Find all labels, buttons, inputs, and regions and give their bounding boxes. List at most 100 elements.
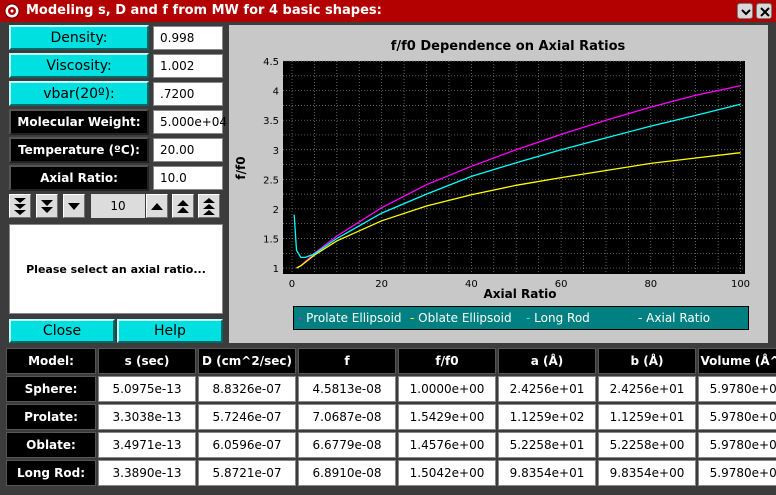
table-header-cell: a (Å)	[498, 348, 596, 374]
decrease-large-button[interactable]	[9, 194, 31, 218]
legend-item-long-rod: - Long Rod	[526, 311, 590, 325]
title-bar[interactable]: Modeling s, D and f from MW for 4 basic …	[0, 0, 776, 22]
table-cell[interactable]: 1.0000e+00	[398, 376, 496, 402]
table-cell[interactable]: 2.4256e+01	[598, 376, 696, 402]
table-cell[interactable]: 5.9780e+04	[698, 376, 776, 402]
table-cell[interactable]: 3.3038e-13	[98, 404, 196, 430]
y-tick-label: 3.5	[263, 116, 279, 127]
table-cell[interactable]: 2.4256e+01	[498, 376, 596, 402]
increase-medium-button[interactable]	[172, 194, 194, 218]
vbar-field[interactable]: .7200	[153, 82, 223, 106]
table-cell[interactable]: 5.9780e+04	[698, 460, 776, 486]
table-cell[interactable]: 8.8326e-07	[198, 376, 296, 402]
y-axis-label: f/f0	[234, 156, 248, 179]
temperature-field[interactable]: 20.00	[153, 138, 223, 162]
x-tick-label: 20	[375, 279, 388, 290]
table-header-cell: f	[298, 348, 396, 374]
y-tick-label: 4.5	[263, 57, 279, 68]
decrease-medium-button[interactable]	[36, 194, 58, 218]
table-cell[interactable]: 3.3890e-13	[98, 460, 196, 486]
table-cell[interactable]: 1.5429e+00	[398, 404, 496, 430]
y-tick-label: 3	[273, 146, 279, 157]
table-row-label: Long Rod:	[6, 460, 96, 486]
table-cell[interactable]: 6.8910e-08	[298, 460, 396, 486]
axial-ratio-counter-value: 10	[91, 194, 145, 218]
table-cell[interactable]: 5.2258e+00	[598, 432, 696, 458]
table-cell[interactable]: 7.0687e-08	[298, 404, 396, 430]
table-cell[interactable]: 1.1259e+02	[498, 404, 596, 430]
legend-item-axial-ratio: - Axial Ratio	[638, 311, 711, 325]
status-message-box: Please select an axial ratio...	[9, 224, 223, 314]
help-button[interactable]: Help	[117, 319, 223, 343]
grid	[283, 60, 745, 274]
table-header-cell: f/f0	[398, 348, 496, 374]
table-cell[interactable]: 9.8354e+01	[498, 460, 596, 486]
window-content: Density: 0.998 Viscosity: 1.002 vbar(20º…	[3, 22, 776, 492]
legend-item-prolate: - Prolate Ellipsoid	[298, 311, 402, 325]
x-tick-label: 40	[465, 279, 478, 290]
temperature-label: Temperature (ºC):	[9, 137, 149, 163]
table-cell[interactable]: 5.9780e+04	[698, 432, 776, 458]
increase-small-button[interactable]	[146, 194, 168, 218]
table-cell[interactable]: 1.1259e+01	[598, 404, 696, 430]
density-field[interactable]: 0.998	[153, 26, 223, 50]
table-cell[interactable]: 1.5042e+00	[398, 460, 496, 486]
table-row-label: Prolate:	[6, 404, 96, 430]
density-button[interactable]: Density:	[9, 25, 149, 50]
series-line-oblate	[296, 152, 741, 269]
series-line-long-rod	[293, 103, 741, 259]
x-tick-label: 100	[731, 279, 750, 290]
y-tick-label: 2	[273, 205, 279, 216]
axial-ratio-field[interactable]: 10.0	[153, 166, 223, 190]
table-cell[interactable]: 6.0596e-07	[198, 432, 296, 458]
y-tick-label: 4	[273, 87, 279, 98]
molecular-weight-field[interactable]: 5.000e+04	[153, 110, 227, 134]
table-row-label: Sphere:	[6, 376, 96, 402]
increase-large-button[interactable]	[198, 194, 220, 218]
y-tick-label: 2.5	[263, 175, 279, 186]
viscosity-field[interactable]: 1.002	[153, 54, 223, 78]
table-cell[interactable]: 5.9780e+04	[698, 404, 776, 430]
table-cell[interactable]: 5.7246e-07	[198, 404, 296, 430]
table-cell[interactable]: 5.2258e+01	[498, 432, 596, 458]
x-tick-label: 0	[289, 279, 295, 290]
table-row-label: Oblate:	[6, 432, 96, 458]
y-tick-label: 1	[273, 264, 279, 275]
vbar-button[interactable]: vbar(20º):	[9, 81, 149, 106]
shade-button[interactable]	[737, 3, 753, 19]
y-tick-label: 1.5	[263, 235, 279, 246]
decrease-small-button[interactable]	[63, 194, 85, 218]
table-cell[interactable]: 6.6779e-08	[298, 432, 396, 458]
status-message: Please select an axial ratio...	[26, 262, 206, 276]
legend-label-axial-ratio: Axial Ratio	[646, 311, 711, 325]
close-button[interactable]: Close	[9, 319, 115, 343]
table-cell[interactable]: 9.8354e+00	[598, 460, 696, 486]
plot-panel: f/f0 Dependence on Axial Ratios 0 20 40 60 8…	[229, 25, 768, 343]
x-tick-label: 80	[644, 279, 657, 290]
window-title: Modeling s, D and f from MW for 4 basic …	[26, 3, 382, 18]
axial-ratio-label: Axial Ratio:	[9, 165, 149, 191]
table-header-cell: b (Å)	[598, 348, 696, 374]
table-header-cell: s (sec)	[98, 348, 196, 374]
table-cell[interactable]: 1.4576e+00	[398, 432, 496, 458]
viscosity-button[interactable]: Viscosity:	[9, 53, 149, 78]
chart-title: f/f0 Dependence on Axial Ratios	[391, 39, 626, 54]
table-cell[interactable]: 5.8721e-07	[198, 460, 296, 486]
plot-area	[283, 61, 745, 274]
table-cell[interactable]: 3.4971e-13	[98, 432, 196, 458]
x-axis: 0 20 40 60 80 100	[289, 279, 750, 290]
legend-item-oblate: - Oblate Ellipsoid	[410, 311, 512, 325]
legend-label-long-rod: Long Rod	[534, 311, 590, 325]
chart-legend: - Prolate Ellipsoid - Oblate Ellipsoid -…	[293, 306, 749, 330]
table-header-cell: Model:	[6, 348, 96, 374]
x-tick-label: 60	[555, 279, 568, 290]
close-window-button[interactable]	[756, 3, 772, 19]
molecular-weight-label: Molecular Weight:	[9, 109, 149, 135]
y-axis: 1 1.5 2 2.5 3 3.5 4 4.5	[263, 57, 279, 275]
series-group	[293, 85, 741, 269]
window-menu-icon[interactable]	[4, 3, 20, 19]
table-cell[interactable]: 5.0975e-13	[98, 376, 196, 402]
x-axis-label: Axial Ratio	[484, 287, 557, 301]
table-cell[interactable]: 4.5813e-08	[298, 376, 396, 402]
